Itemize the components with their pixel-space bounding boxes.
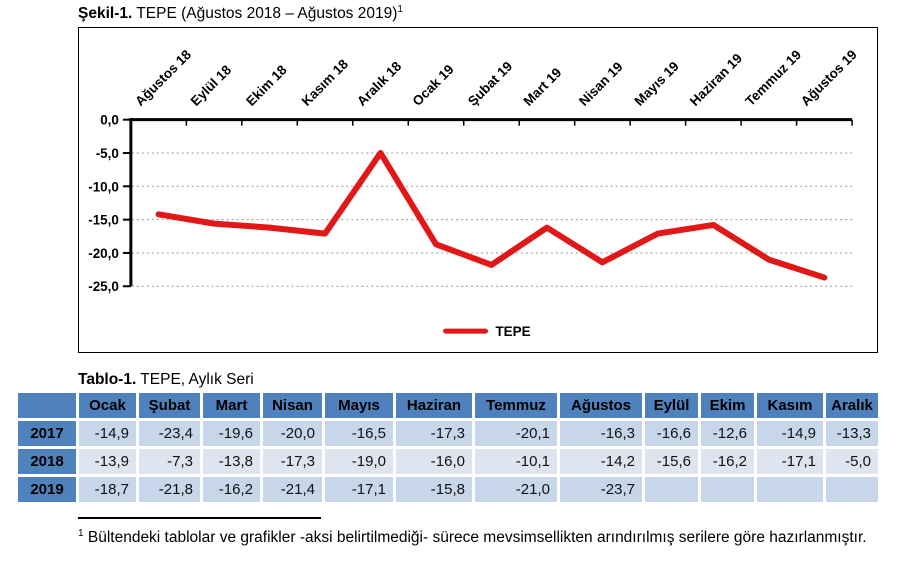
x-tick-label: Nisan 19 xyxy=(576,59,626,109)
value-cell: -20,1 xyxy=(475,421,557,446)
tepe-line-chart: 0,0 -5,0 -10,0 -15,0 -20,0 -25,0 Ağustos 18 Eyl… xyxy=(78,27,878,353)
y-tick-label: -25,0 xyxy=(88,279,119,294)
y-tick-label: -15,0 xyxy=(88,213,119,228)
value-cell: -16,6 xyxy=(645,421,698,446)
footnote-marker: 1 xyxy=(397,3,403,15)
month-header: Temmuz xyxy=(475,393,557,418)
footnote: 1 Bültendeki tablolar ve grafikler -aksi… xyxy=(78,526,870,549)
x-tick-label: Kasım 18 xyxy=(299,56,352,109)
x-tick-label: Haziran 19 xyxy=(687,51,745,109)
value-cell: -17,3 xyxy=(263,449,322,474)
table-row: 2018 -13,9 -7,3 -13,8 -17,3 -19,0 -16,0 -10,1 -1… xyxy=(18,449,878,474)
footnote-separator xyxy=(78,517,321,519)
x-tick-label: Ağustos 19 xyxy=(798,47,860,109)
year-header: 2018 xyxy=(18,449,76,474)
month-header: Aralık xyxy=(826,393,878,418)
x-tick-label: Mayıs 19 xyxy=(631,59,681,109)
value-cell: -13,3 xyxy=(826,421,878,446)
value-cell: -19,6 xyxy=(203,421,260,446)
value-cell xyxy=(826,477,878,502)
value-cell: -10,1 xyxy=(475,449,557,474)
table-row: 2019 -18,7 -21,8 -16,2 -21,4 -17,1 -15,8 -21,0-… xyxy=(18,477,878,502)
monthly-series-table: Ocak Şubat Mart Nisan Mayıs Haziran Temmuz Ağus… xyxy=(15,390,881,505)
month-header: Kasım xyxy=(757,393,823,418)
legend-label: TEPE xyxy=(495,324,530,339)
figure-label: Şekil-1. xyxy=(78,5,133,22)
x-tick-label: Ocak 19 xyxy=(410,62,457,109)
chart-canvas: 0,0 -5,0 -10,0 -15,0 -20,0 -25,0 Ağustos 18Eyl… xyxy=(88,47,860,340)
month-header: Nisan xyxy=(263,393,322,418)
value-cell xyxy=(645,477,698,502)
footnote-number: 1 xyxy=(78,527,84,539)
y-tick-label: -20,0 xyxy=(88,246,119,261)
value-cell: -12,6 xyxy=(701,421,754,446)
x-tick-label: Aralık 18 xyxy=(354,58,405,109)
value-cell: -13,9 xyxy=(79,449,136,474)
value-cell: -13,8 xyxy=(203,449,260,474)
value-cell: -21,8 xyxy=(139,477,200,502)
month-header: Mayıs xyxy=(325,393,393,418)
value-cell xyxy=(701,477,754,502)
value-cell: -17,1 xyxy=(325,477,393,502)
table-title: Tablo-1. TEPE, Aylık Seri xyxy=(78,371,254,389)
value-cell: -19,0 xyxy=(325,449,393,474)
month-header: Haziran xyxy=(396,393,472,418)
table-label: Tablo-1. xyxy=(78,371,137,388)
value-cell: -14,9 xyxy=(757,421,823,446)
month-header: Ocak xyxy=(79,393,136,418)
value-cell: -14,2 xyxy=(560,449,642,474)
tepe-series-line xyxy=(155,150,828,281)
footnote-text: Bültendeki tablolar ve grafikler -aksi b… xyxy=(83,529,867,546)
value-cell: -14,9 xyxy=(79,421,136,446)
table-title-text: TEPE, Aylık Seri xyxy=(136,371,254,388)
value-cell: -23,4 xyxy=(139,421,200,446)
value-cell: -20,0 xyxy=(263,421,322,446)
value-cell: -21,4 xyxy=(263,477,322,502)
x-tick-label: Ekim 18 xyxy=(243,62,290,109)
value-cell: -17,1 xyxy=(757,449,823,474)
month-header: Şubat xyxy=(139,393,200,418)
x-tick-label: Temmuz 19 xyxy=(742,47,804,109)
value-cell: -18,7 xyxy=(79,477,136,502)
value-cell: -23,7 xyxy=(560,477,642,502)
value-cell: -16,0 xyxy=(396,449,472,474)
value-cell: -7,3 xyxy=(139,449,200,474)
value-cell: -16,2 xyxy=(203,477,260,502)
month-header: Mart xyxy=(203,393,260,418)
y-tick-label: -10,0 xyxy=(88,179,119,194)
table-corner-cell xyxy=(18,393,76,418)
value-cell: -17,3 xyxy=(396,421,472,446)
figure-title: Şekil-1. TEPE (Ağustos 2018 – Ağustos 20… xyxy=(78,3,403,23)
x-tick-label: Ağustos 18 xyxy=(132,47,194,109)
value-cell: -15,6 xyxy=(645,449,698,474)
value-cell: -16,2 xyxy=(701,449,754,474)
y-tick-label: -5,0 xyxy=(96,146,119,161)
value-cell: -15,8 xyxy=(396,477,472,502)
year-header: 2017 xyxy=(18,421,76,446)
month-header: Ağustos xyxy=(560,393,642,418)
value-cell xyxy=(757,477,823,502)
y-tick-label: 0,0 xyxy=(100,113,119,128)
value-cell: -21,0 xyxy=(475,477,557,502)
value-cell: -16,5 xyxy=(325,421,393,446)
x-tick-label: Mart 19 xyxy=(521,65,565,109)
value-cell: -16,3 xyxy=(560,421,642,446)
figure-title-text: TEPE (Ağustos 2018 – Ağustos 2019) xyxy=(132,5,398,22)
x-tick-label: Eylül 18 xyxy=(188,62,235,109)
table-row: 2017 -14,9 -23,4 -19,6 -20,0 -16,5 -17,3 -20,1-… xyxy=(18,421,878,446)
month-header: Ekim xyxy=(701,393,754,418)
value-cell: -5,0 xyxy=(826,449,878,474)
month-header: Eylül xyxy=(645,393,698,418)
x-tick-label: Şubat 19 xyxy=(465,59,515,109)
year-header: 2019 xyxy=(18,477,76,502)
